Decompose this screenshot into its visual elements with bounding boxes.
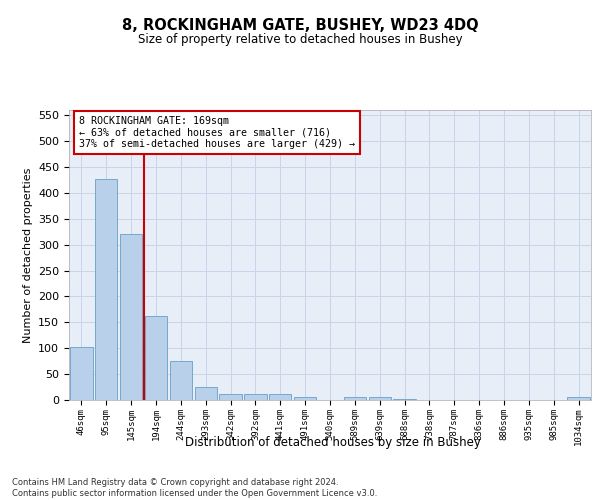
Bar <box>568 398 590 400</box>
Bar <box>220 394 242 400</box>
Bar <box>394 399 416 400</box>
Bar <box>294 397 316 400</box>
Bar <box>95 179 118 400</box>
Bar <box>194 386 217 400</box>
Text: Size of property relative to detached houses in Bushey: Size of property relative to detached ho… <box>137 32 463 46</box>
Bar <box>244 394 266 400</box>
Text: Distribution of detached houses by size in Bushey: Distribution of detached houses by size … <box>185 436 481 449</box>
Bar <box>145 316 167 400</box>
Bar <box>70 346 92 400</box>
Bar <box>120 234 142 400</box>
Text: 8, ROCKINGHAM GATE, BUSHEY, WD23 4DQ: 8, ROCKINGHAM GATE, BUSHEY, WD23 4DQ <box>122 18 478 32</box>
Y-axis label: Number of detached properties: Number of detached properties <box>23 168 32 342</box>
Bar <box>368 398 391 400</box>
Bar <box>344 398 366 400</box>
Text: Contains HM Land Registry data © Crown copyright and database right 2024.
Contai: Contains HM Land Registry data © Crown c… <box>12 478 377 498</box>
Bar <box>269 394 292 400</box>
Text: 8 ROCKINGHAM GATE: 169sqm
← 63% of detached houses are smaller (716)
37% of semi: 8 ROCKINGHAM GATE: 169sqm ← 63% of detac… <box>79 116 355 149</box>
Bar <box>170 361 192 400</box>
